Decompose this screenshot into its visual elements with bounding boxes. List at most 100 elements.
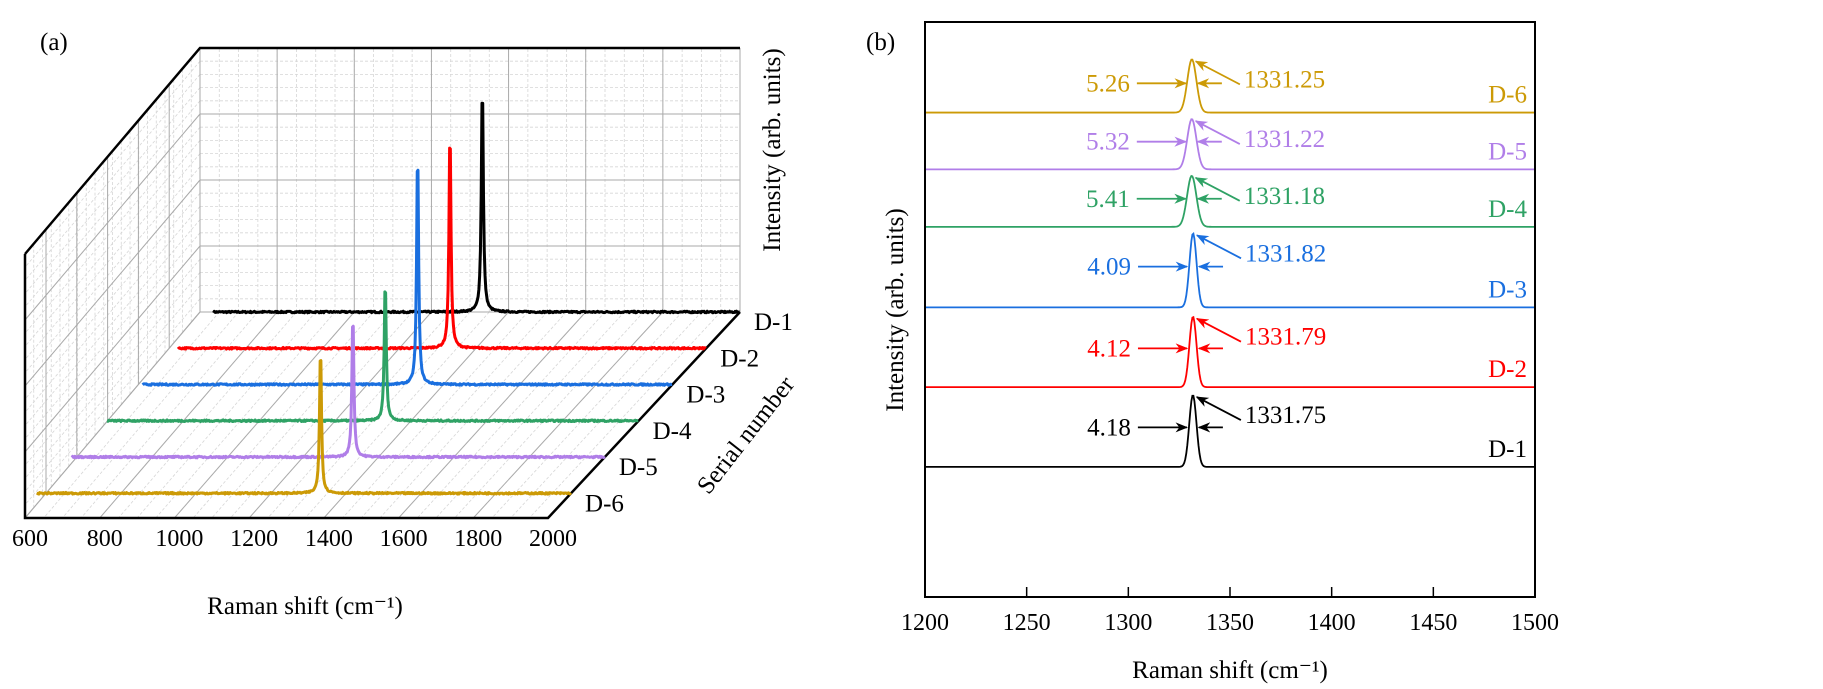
series-label-d-5: D-5 — [619, 454, 658, 481]
x-axis-label: Raman shift (cm⁻¹) — [207, 593, 403, 620]
side-wall-minor-gridline — [24, 140, 201, 347]
peak-position-arrow — [1194, 60, 1241, 86]
series-line-d-1 — [212, 101, 741, 315]
peak-position-arrow — [1195, 234, 1242, 260]
z-axis-label: Intensity (arb. units) — [759, 48, 786, 251]
series-line-d-3 — [141, 168, 673, 387]
series-label-d-3: D-3 — [686, 382, 725, 409]
floor-gridline — [472, 311, 664, 519]
series-line-d-4 — [106, 290, 639, 424]
side-wall-minor-gridline — [24, 126, 201, 334]
peak-position-label: 1331.82 — [1245, 240, 1326, 267]
x-tick-label: 1600 — [380, 526, 428, 552]
side-wall-minor-gridline — [24, 285, 201, 492]
side-wall-gridline — [24, 311, 201, 519]
side-wall-gridline — [24, 179, 201, 387]
peak-position-arrow — [1195, 317, 1242, 343]
peak-position-label: 1331.75 — [1245, 402, 1326, 429]
peak-position-arrow — [1194, 120, 1241, 145]
floor-minor-gridline — [435, 311, 625, 519]
floor-minor-gridline — [454, 311, 644, 519]
side-wall-gridline — [24, 113, 201, 321]
floor-minor-gridline — [379, 311, 567, 519]
floor-minor-gridline — [43, 311, 220, 519]
x-tick-label: 1000 — [155, 526, 203, 552]
x-tick-label: 2000 — [529, 526, 577, 552]
peak-position-label: 1331.25 — [1244, 66, 1325, 93]
floor-minor-gridline — [510, 311, 702, 519]
y-axis-label: Intensity (arb. units) — [882, 208, 909, 411]
series-label-d-2: D-2 — [720, 345, 759, 372]
floor-minor-gridline — [155, 311, 336, 519]
floor-minor-gridline — [304, 311, 490, 519]
fwhm-label: 4.18 — [1087, 414, 1131, 441]
series-line-d-1 — [925, 394, 1535, 468]
side-wall-minor-gridline — [24, 100, 201, 308]
floor-minor-gridline — [416, 311, 606, 519]
floor-minor-gridline — [342, 311, 529, 519]
fwhm-label: 4.12 — [1087, 335, 1131, 362]
peak-position-arrow — [1195, 396, 1242, 421]
floor-minor-gridline — [192, 311, 374, 519]
side-wall-minor-gridline — [24, 272, 201, 479]
peak-position-label: 1331.22 — [1244, 126, 1325, 153]
fwhm-label: 4.09 — [1087, 254, 1131, 281]
peak-position-arrow — [1194, 177, 1241, 202]
fwhm-label: 5.26 — [1086, 70, 1130, 97]
series-line-d-5 — [70, 324, 606, 460]
x-tick-label: 1400 — [305, 526, 353, 552]
floor-minor-gridline — [118, 311, 297, 519]
x-tick-label: 1800 — [454, 526, 502, 552]
side-wall-gridline — [24, 245, 201, 453]
floor-minor-gridline — [136, 311, 317, 519]
floor-minor-gridline — [211, 311, 394, 519]
series-label-d-1: D-1 — [1488, 436, 1527, 463]
side-wall-minor-gridline — [24, 192, 201, 400]
series-line-d-6 — [35, 359, 572, 496]
x-tick-label: 1350 — [1206, 610, 1254, 636]
side-wall-minor-gridline — [24, 258, 201, 466]
floor-gridline — [248, 311, 432, 519]
series-line-d-6 — [925, 58, 1535, 114]
floor-minor-gridline — [62, 311, 239, 519]
x-tick-label: 1500 — [1511, 610, 1559, 636]
side-wall-minor-gridline — [24, 219, 201, 426]
panel-a-waterfall-chart: D-1 D-2 D-3 D-4 D-5 D-6 600 800 1000 1200 1400 1600… — [12, 29, 801, 620]
floor-minor-gridline — [491, 311, 683, 519]
fwhm-label: 5.41 — [1086, 186, 1130, 213]
x-tick-label: 1400 — [1308, 610, 1356, 636]
series-label-d-6: D-6 — [1488, 82, 1527, 109]
series-label-d-3: D-3 — [1488, 276, 1527, 303]
x-tick-label: 1300 — [1104, 610, 1152, 636]
side-wall-minor-gridline — [24, 153, 201, 360]
series-label-d-1: D-1 — [754, 309, 793, 336]
series-label-d-4: D-4 — [653, 418, 692, 445]
series-line-d-4 — [925, 174, 1535, 228]
series-label-d-4: D-4 — [1488, 196, 1527, 223]
x-tick-label: 800 — [87, 526, 123, 552]
panel-label-b: (b) — [866, 29, 895, 56]
side-wall-minor-gridline — [24, 298, 201, 506]
top-axis-edges — [24, 46, 740, 255]
floor-minor-gridline — [529, 311, 722, 519]
plot-frame — [924, 21, 1536, 598]
x-tick-label: 1200 — [230, 526, 278, 552]
series-label-d-6: D-6 — [585, 490, 624, 517]
panel-label-a: (a) — [40, 29, 68, 56]
front-axis-edges — [23, 254, 741, 520]
side-wall-minor-gridline — [24, 60, 201, 268]
x-tick-label: 1200 — [901, 610, 949, 636]
floor-minor-gridline — [267, 311, 452, 519]
x-axis-label: Raman shift (cm⁻¹) — [1132, 657, 1328, 684]
series-line-d-5 — [925, 118, 1535, 171]
x-tick-label: 1450 — [1409, 610, 1457, 636]
floor-gridline — [398, 311, 587, 519]
floor-gridline — [174, 311, 355, 519]
x-tick-label: 600 — [12, 526, 48, 552]
fwhm-label: 5.32 — [1086, 129, 1130, 156]
side-wall-minor-gridline — [24, 166, 201, 374]
series-line-d-2 — [176, 146, 707, 351]
series-line-d-3 — [925, 232, 1535, 309]
x-tick-label: 1250 — [1003, 610, 1051, 636]
